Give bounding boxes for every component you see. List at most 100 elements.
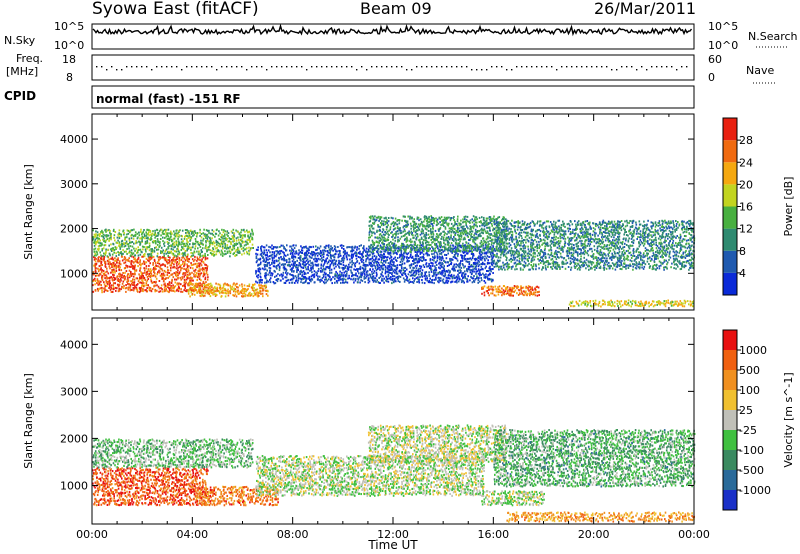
data-cell	[155, 248, 158, 251]
data-cell	[163, 254, 165, 257]
data-cell	[208, 240, 211, 243]
data-cell	[388, 242, 390, 245]
data-cell	[92, 237, 95, 240]
data-cell	[186, 289, 188, 292]
data-cell	[153, 274, 156, 277]
data-cell	[147, 231, 150, 234]
data-cell	[193, 275, 195, 278]
data-cell	[367, 256, 369, 259]
data-cell	[377, 244, 379, 247]
data-cell	[164, 259, 167, 262]
data-cell	[166, 233, 169, 236]
data-cell	[476, 237, 479, 240]
data-cell	[370, 230, 373, 233]
data-cell	[467, 261, 469, 263]
data-cell	[108, 265, 111, 268]
data-cell	[144, 234, 146, 237]
data-cell	[411, 244, 413, 247]
data-cell	[182, 248, 185, 251]
data-cell	[200, 239, 202, 242]
data-cell	[419, 248, 422, 251]
data-cell	[345, 264, 348, 267]
data-cell	[271, 251, 274, 254]
data-cell	[186, 242, 188, 245]
data-cell	[369, 246, 372, 249]
data-cell	[118, 241, 121, 244]
data-cell	[351, 245, 354, 248]
data-cell	[98, 237, 100, 240]
data-cell	[461, 227, 464, 230]
data-cell	[128, 239, 131, 242]
data-cell	[344, 270, 347, 273]
data-cell	[328, 278, 330, 281]
data-cell	[177, 266, 180, 269]
data-cell	[479, 232, 481, 235]
data-cell	[155, 242, 157, 245]
data-cell	[165, 228, 168, 231]
data-cell	[213, 250, 215, 253]
data-cell	[421, 223, 424, 226]
data-cell	[124, 238, 126, 241]
data-cell	[203, 234, 206, 237]
data-cell	[103, 287, 105, 290]
data-cell	[168, 275, 171, 278]
data-cell	[161, 290, 164, 293]
data-cell	[105, 248, 107, 251]
data-cell	[160, 234, 162, 237]
data-cell	[143, 261, 146, 264]
data-cell	[233, 240, 235, 242]
data-cell	[331, 247, 334, 249]
data-cell	[379, 250, 382, 253]
data-cell	[373, 277, 375, 280]
data-cell	[151, 275, 153, 278]
data-cell	[474, 242, 477, 245]
data-cell	[336, 281, 339, 284]
data-cell	[407, 273, 410, 276]
data-cell	[119, 243, 122, 246]
data-cell	[266, 279, 268, 282]
data-cell	[164, 264, 166, 266]
data-cell	[161, 250, 164, 253]
data-cell	[346, 251, 348, 254]
data-cell	[132, 278, 134, 281]
data-cell	[261, 281, 263, 284]
data-cell	[350, 278, 352, 281]
data-cell	[215, 282, 217, 285]
data-cell	[109, 263, 111, 266]
data-cell	[204, 292, 207, 295]
data-cell	[132, 284, 134, 286]
data-cell	[389, 228, 392, 231]
data-cell	[153, 260, 156, 262]
data-cell	[484, 255, 486, 258]
data-cell	[334, 277, 336, 280]
data-cell	[129, 230, 132, 233]
data-cell	[240, 231, 242, 234]
data-cell	[476, 230, 479, 232]
data-cell	[348, 274, 350, 277]
data-cell	[175, 267, 178, 270]
data-cell	[312, 245, 315, 248]
data-cell	[115, 259, 117, 262]
data-cell	[280, 244, 283, 247]
data-cell	[159, 270, 161, 273]
data-cell	[108, 287, 110, 289]
data-cell	[413, 249, 416, 252]
data-cell	[113, 288, 115, 290]
data-cell	[455, 266, 457, 269]
data-cell	[413, 230, 415, 233]
data-cell	[219, 288, 222, 291]
data-cell	[229, 250, 232, 253]
data-cell	[369, 275, 372, 278]
data-cell	[234, 250, 237, 253]
data-cell	[189, 276, 192, 279]
data-cell	[112, 282, 115, 285]
data-cell	[285, 259, 288, 262]
data-cell	[479, 242, 482, 245]
data-cell	[144, 237, 146, 240]
data-cell	[127, 286, 130, 289]
data-cell	[149, 238, 152, 241]
data-cell	[312, 253, 314, 256]
data-cell	[405, 248, 407, 251]
data-cell	[117, 280, 120, 282]
data-cell	[496, 290, 498, 293]
